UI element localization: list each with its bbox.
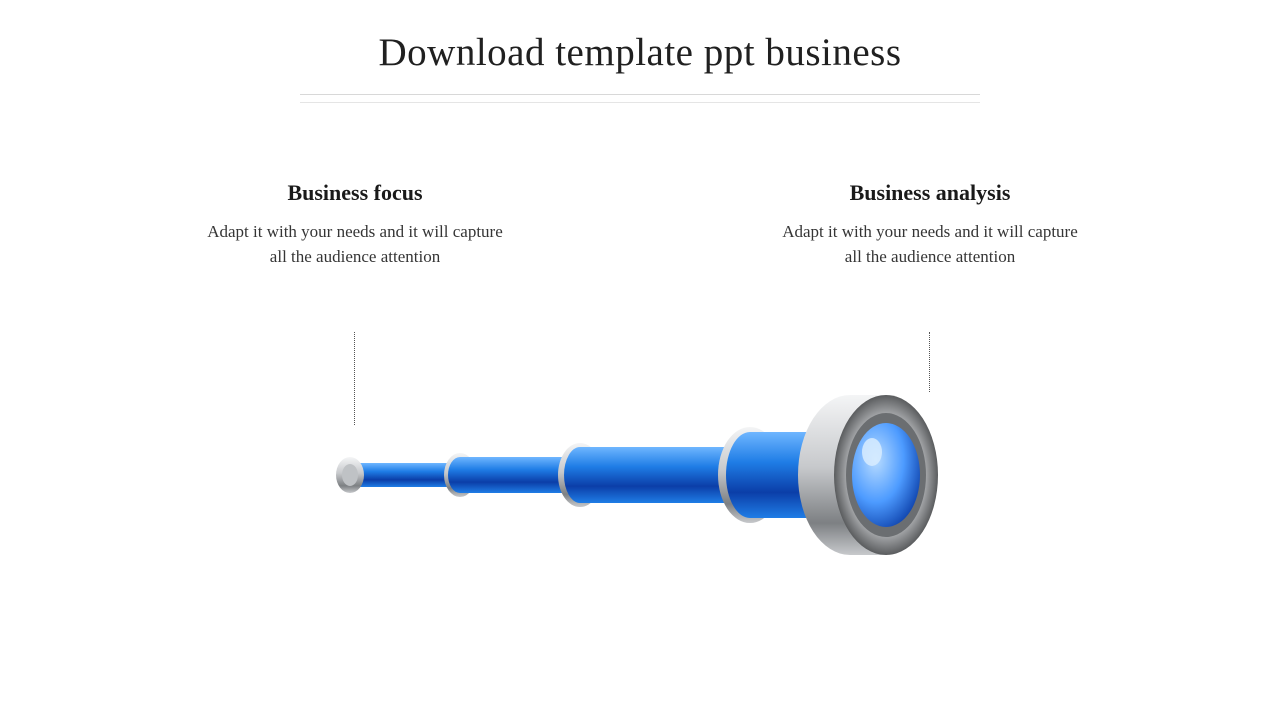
column-analysis: Business analysis Adapt it with your nee… xyxy=(780,180,1080,269)
title-rule-inner xyxy=(300,102,980,103)
page-title: Download template ppt business xyxy=(0,30,1280,75)
column-heading: Business analysis xyxy=(780,180,1080,206)
title-wrap: Download template ppt business xyxy=(0,30,1280,75)
column-body: Adapt it with your needs and it will cap… xyxy=(205,220,505,269)
column-focus: Business focus Adapt it with your needs … xyxy=(205,180,505,269)
column-heading: Business focus xyxy=(205,180,505,206)
telescope-graphic xyxy=(320,370,956,580)
title-rule-outer xyxy=(300,94,980,95)
telescope-icon xyxy=(320,370,956,580)
slide: Download template ppt business Business … xyxy=(0,0,1280,720)
column-body: Adapt it with your needs and it will cap… xyxy=(780,220,1080,269)
